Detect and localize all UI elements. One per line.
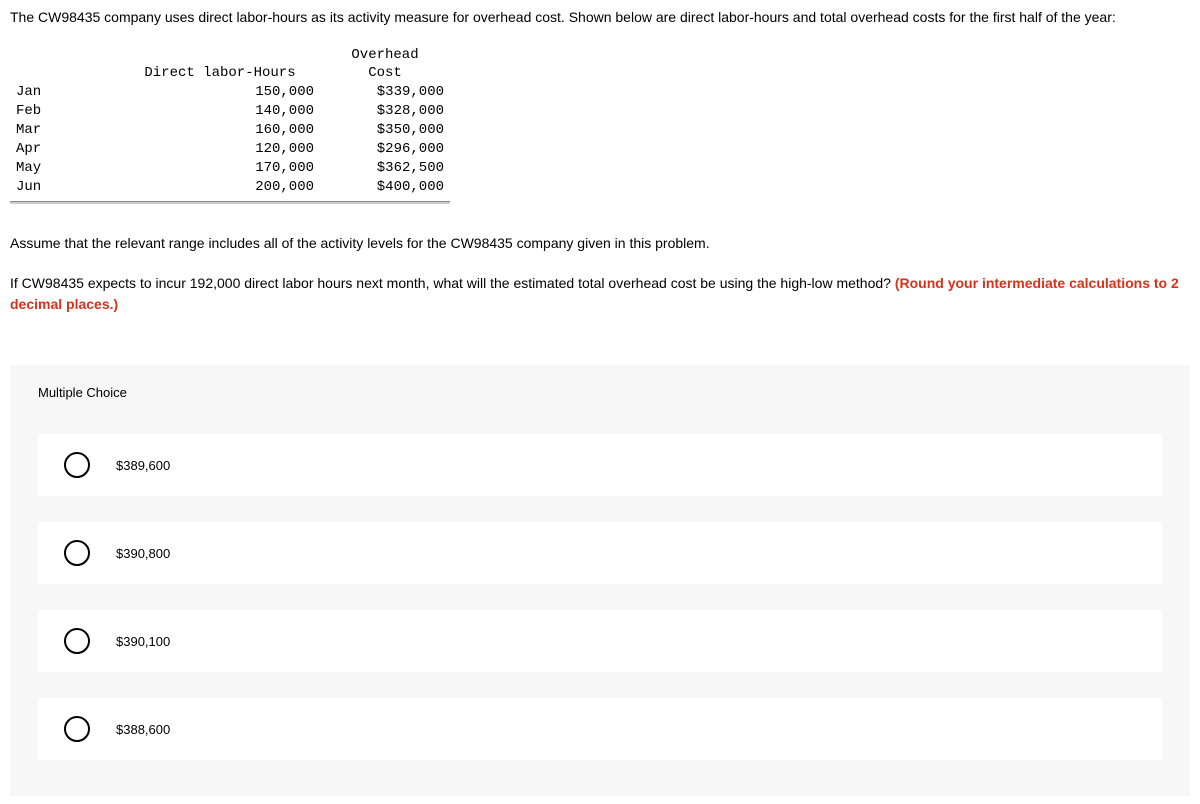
cell-month: Jan (10, 83, 120, 102)
cell-hours: 200,000 (120, 178, 320, 197)
cell-month: Apr (10, 140, 120, 159)
cell-cost: $339,000 (320, 83, 450, 102)
data-table: Direct labor-Hours Overhead Cost Jan 150… (10, 46, 450, 197)
table-row: Feb 140,000 $328,000 (10, 102, 450, 121)
cell-cost: $400,000 (320, 178, 450, 197)
mc-option-1[interactable]: $389,600 (38, 434, 1162, 496)
table-row: May 170,000 $362,500 (10, 159, 450, 178)
header-cost-line1: Overhead (320, 46, 450, 65)
cell-month: Mar (10, 121, 120, 140)
table-row: Apr 120,000 $296,000 (10, 140, 450, 159)
mc-option-3[interactable]: $390,100 (38, 610, 1162, 672)
cell-month: Feb (10, 102, 120, 121)
mc-option-label: $388,600 (116, 722, 170, 737)
cell-hours: 170,000 (120, 159, 320, 178)
cell-cost: $350,000 (320, 121, 450, 140)
cell-month: Jun (10, 178, 120, 197)
mc-option-label: $390,800 (116, 546, 170, 561)
cell-hours: 140,000 (120, 102, 320, 121)
header-month (10, 46, 120, 65)
cell-cost: $328,000 (320, 102, 450, 121)
question-text: If CW98435 expects to incur 192,000 dire… (10, 273, 1190, 315)
multiple-choice-container: Multiple Choice $389,600 $390,800 $390,1… (10, 365, 1190, 796)
radio-icon[interactable] (64, 716, 90, 742)
assume-text: Assume that the relevant range includes … (10, 234, 1190, 254)
cell-hours: 160,000 (120, 121, 320, 140)
cell-hours: 120,000 (120, 140, 320, 159)
radio-icon[interactable] (64, 628, 90, 654)
table-divider (10, 201, 450, 204)
question-part1: If CW98435 expects to incur 192,000 dire… (10, 275, 895, 291)
mc-option-2[interactable]: $390,800 (38, 522, 1162, 584)
multiple-choice-title: Multiple Choice (38, 385, 1162, 400)
mc-option-label: $389,600 (116, 458, 170, 473)
cell-cost: $362,500 (320, 159, 450, 178)
cell-cost: $296,000 (320, 140, 450, 159)
mc-option-label: $390,100 (116, 634, 170, 649)
radio-icon[interactable] (64, 540, 90, 566)
radio-icon[interactable] (64, 452, 90, 478)
mc-option-4[interactable]: $388,600 (38, 698, 1162, 760)
table-body: Jan 150,000 $339,000 Feb 140,000 $328,00… (10, 83, 450, 196)
cell-month: May (10, 159, 120, 178)
header-cost-line2: Cost (320, 64, 450, 83)
table-row: Jun 200,000 $400,000 (10, 178, 450, 197)
header-month-2 (10, 64, 120, 83)
intro-text: The CW98435 company uses direct labor-ho… (10, 8, 1190, 28)
header-hours: Direct labor-Hours (120, 46, 320, 84)
table-row: Mar 160,000 $350,000 (10, 121, 450, 140)
cell-hours: 150,000 (120, 83, 320, 102)
table-row: Jan 150,000 $339,000 (10, 83, 450, 102)
